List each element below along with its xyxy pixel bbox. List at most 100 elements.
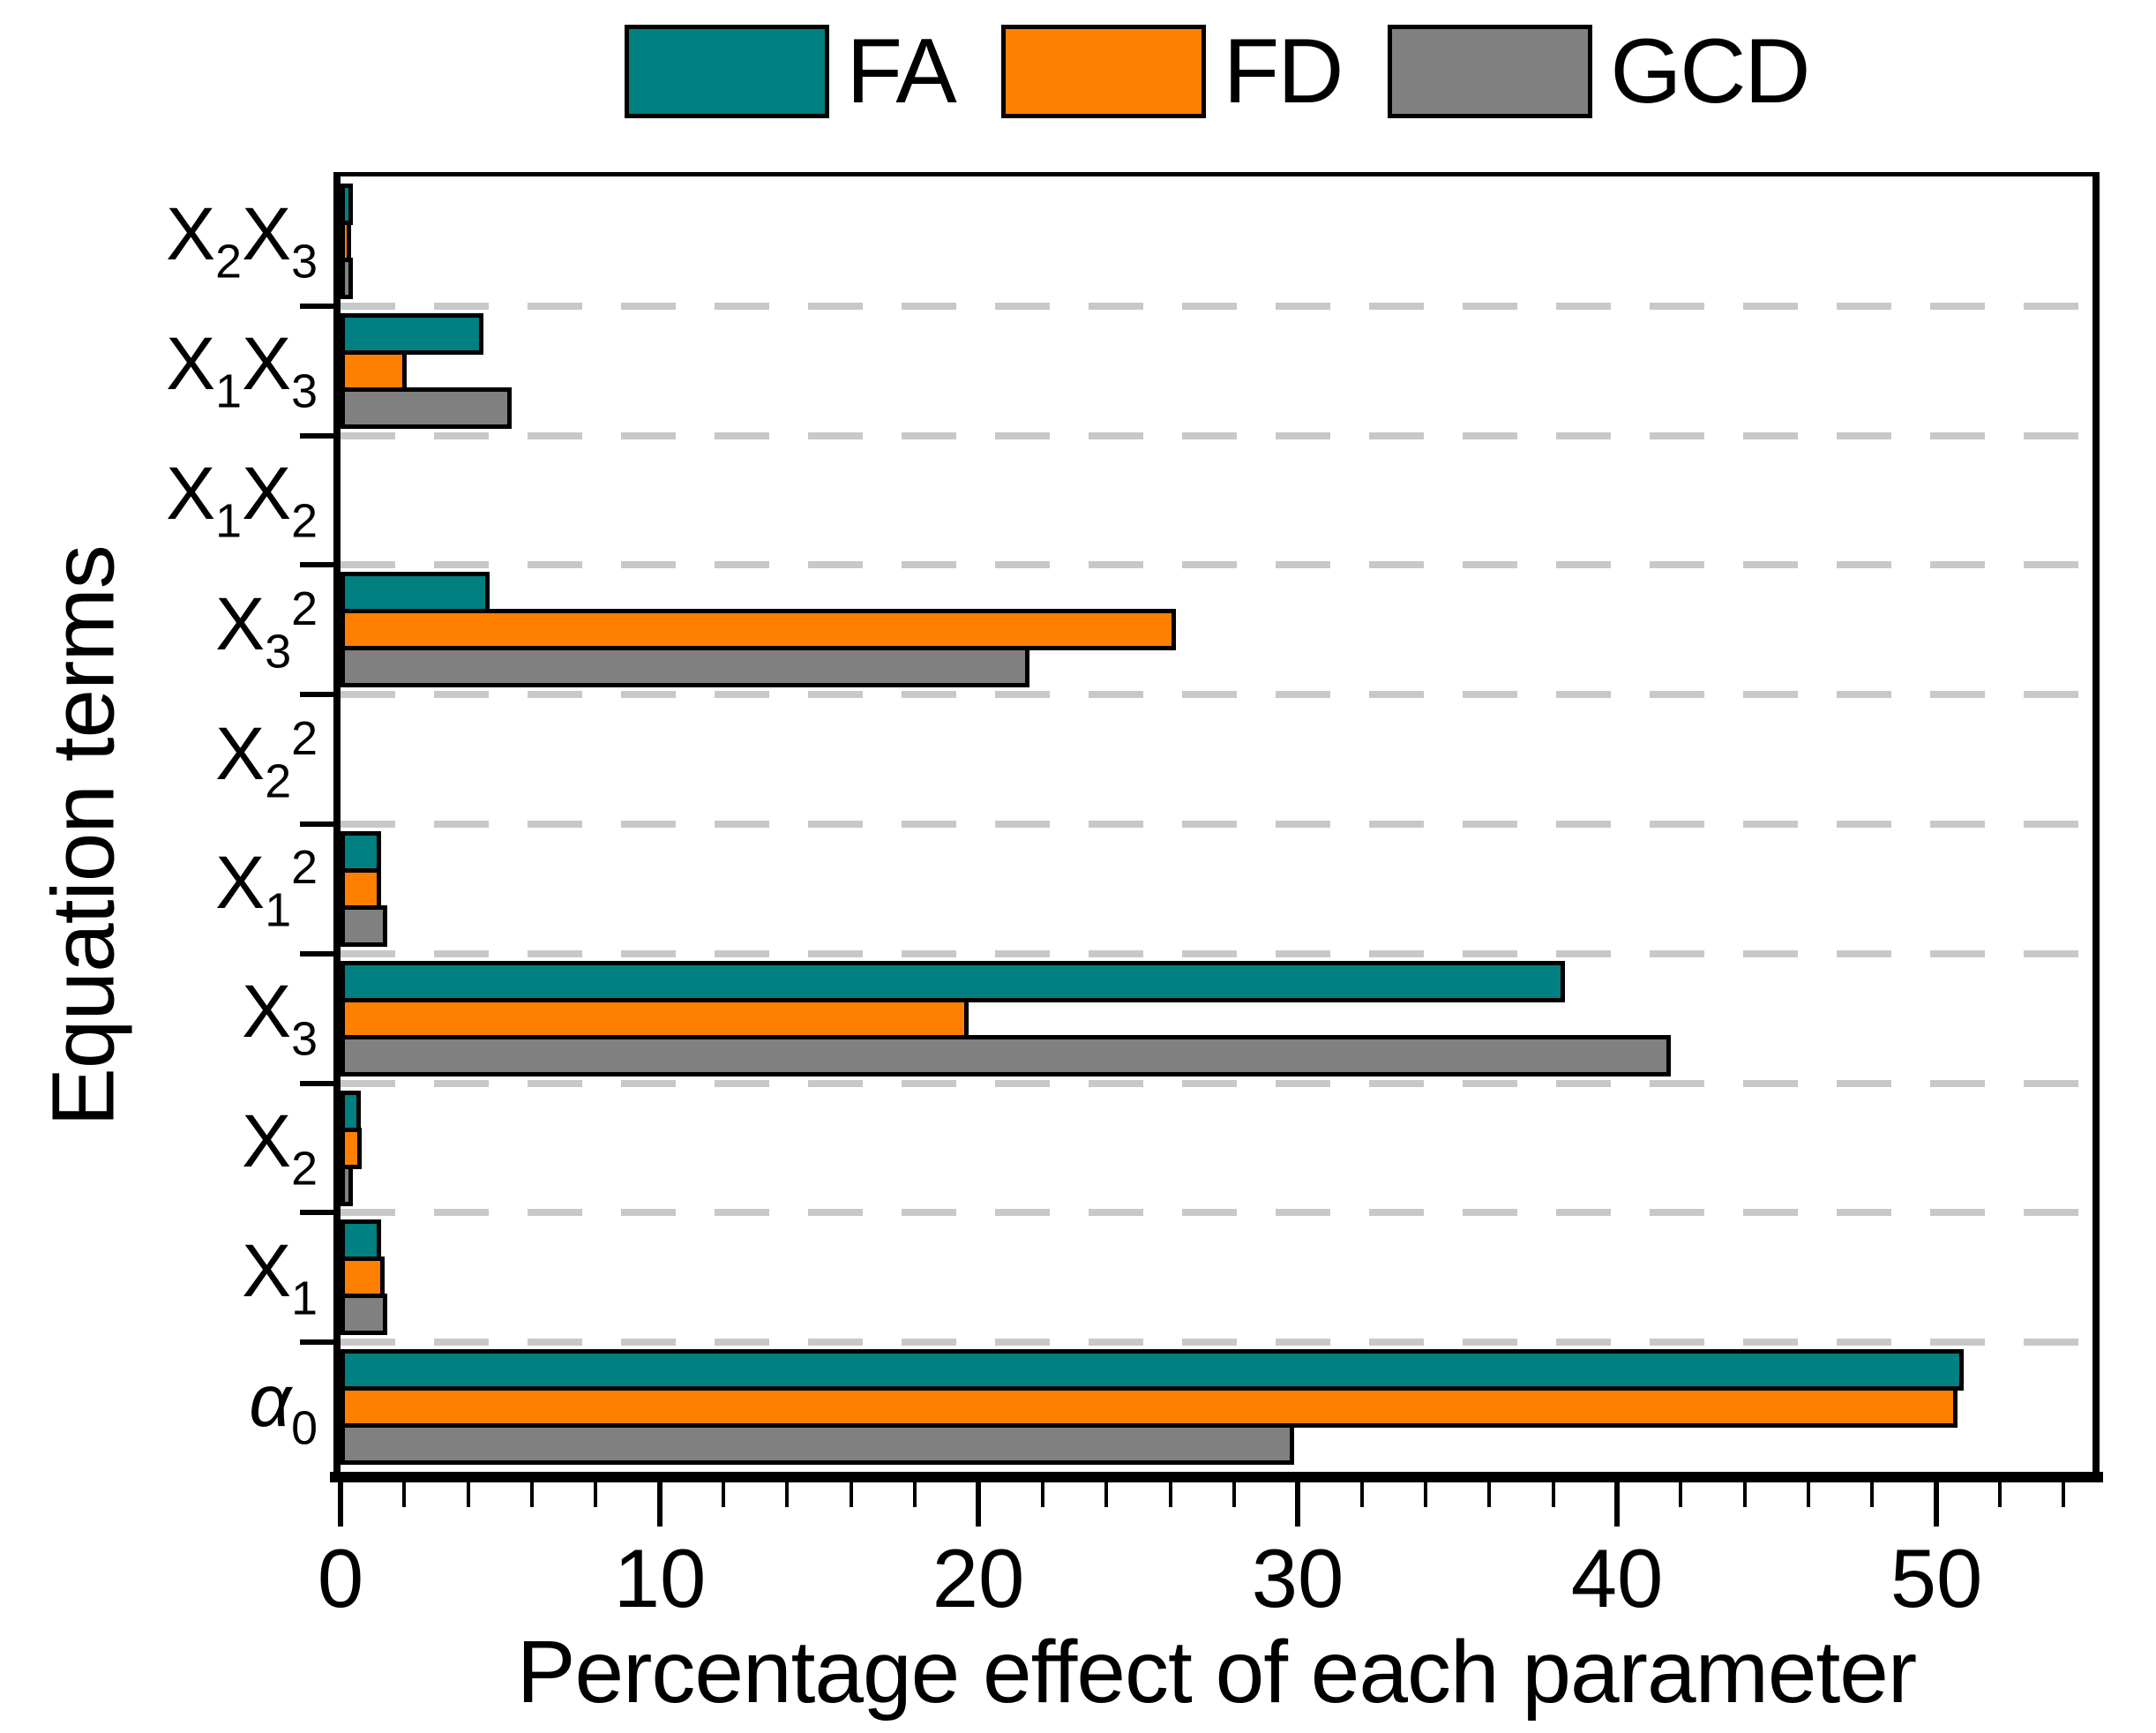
y-axis-boundary-tick <box>300 562 341 567</box>
category-label-part: X <box>166 192 216 275</box>
y-axis-boundary-tick <box>300 821 341 827</box>
bar-FD-X1sq <box>341 868 381 910</box>
bar-FA-X3 <box>341 961 1565 1002</box>
category-label-part: 1 <box>215 494 243 548</box>
category-label-part: 2 <box>291 841 318 894</box>
bar-FA-X2X3 <box>341 184 353 225</box>
band-separator-gridline <box>341 1080 2092 1087</box>
bar-GCD-X1sq <box>341 905 387 947</box>
legend-swatch-FA <box>624 25 829 118</box>
x-major-tick <box>1614 1482 1620 1527</box>
category-label-X1sq: X12 <box>215 844 318 934</box>
category-label-part: 3 <box>265 625 292 679</box>
category-label-X2sq: X22 <box>215 715 318 808</box>
bar-FA-X1sq <box>341 831 381 873</box>
band-separator-gridline <box>341 691 2092 698</box>
category-label-part: 2 <box>215 235 243 289</box>
x-minor-tick <box>1743 1482 1747 1507</box>
bar-FD-alpha0 <box>341 1386 1958 1428</box>
x-minor-tick <box>467 1482 470 1507</box>
bar-FD-X2X3 <box>341 221 351 262</box>
x-tick-label-40: 40 <box>1570 1532 1664 1624</box>
y-axis-title: Equation terms <box>34 545 133 1127</box>
bar-GCD-X3 <box>341 1035 1671 1077</box>
band-separator-gridline <box>341 821 2092 828</box>
category-label-alpha0: α0 <box>249 1363 318 1452</box>
legend-item-FA: FA <box>624 20 957 123</box>
x-minor-tick <box>1679 1482 1682 1507</box>
x-minor-tick <box>594 1482 597 1507</box>
bar-FD-X2 <box>341 1128 362 1169</box>
band-separator-gridline <box>341 1339 2092 1346</box>
x-minor-tick <box>785 1482 789 1507</box>
x-major-tick <box>1934 1482 1939 1527</box>
legend-item-FD: FD <box>1000 25 1344 118</box>
x-minor-tick <box>1807 1482 1810 1507</box>
y-axis-boundary-tick <box>300 1339 341 1345</box>
y-axis-boundary-tick <box>300 433 341 439</box>
category-label-part: 0 <box>291 1401 318 1455</box>
y-axis-boundary-tick <box>300 692 341 697</box>
x-minor-tick <box>1169 1482 1172 1507</box>
legend-label-FA: FA <box>846 20 957 123</box>
x-minor-tick <box>402 1482 406 1507</box>
plot-top-spine <box>333 172 2100 176</box>
bar-GCD-X2 <box>341 1165 353 1206</box>
category-label-X1: X1 <box>242 1234 318 1323</box>
x-minor-tick <box>1870 1482 1874 1507</box>
bar-FA-X2 <box>341 1091 361 1132</box>
bar-FA-X3sq <box>341 572 490 613</box>
bar-FD-X3sq <box>341 609 1176 650</box>
category-label-part: 2 <box>291 494 318 548</box>
band-separator-gridline <box>341 303 2092 310</box>
bar-GCD-alpha0 <box>341 1423 1294 1465</box>
bar-GCD-X1X3 <box>341 387 512 429</box>
x-minor-tick <box>722 1482 725 1507</box>
bar-GCD-X3sq <box>341 646 1029 687</box>
x-tick-label-50: 50 <box>1890 1532 1983 1624</box>
bar-GCD-X2X3 <box>341 258 353 299</box>
category-label-part: X <box>166 322 216 405</box>
category-label-X3: X3 <box>242 974 318 1063</box>
x-minor-tick <box>1998 1482 2002 1507</box>
category-label-part: 2 <box>291 712 318 765</box>
x-minor-tick <box>1041 1482 1044 1507</box>
x-minor-tick <box>2062 1482 2065 1507</box>
bar-GCD-X1 <box>341 1294 387 1335</box>
category-label-X2: X2 <box>242 1104 318 1193</box>
category-label-part: 1 <box>215 364 243 418</box>
bar-FD-X1 <box>341 1257 385 1298</box>
x-minor-tick <box>1487 1482 1491 1507</box>
category-label-X1X3: X1X3 <box>166 326 318 416</box>
category-label-part: X <box>215 840 266 924</box>
y-axis-boundary-tick <box>300 304 341 309</box>
x-major-tick <box>338 1482 343 1527</box>
category-label-part: 1 <box>265 883 292 937</box>
bar-FD-X3 <box>341 998 969 1039</box>
category-label-part: 2 <box>265 754 292 808</box>
bar-FD-X1X3 <box>341 350 407 392</box>
legend-item-GCD: GCD <box>1388 25 1810 118</box>
band-separator-gridline <box>341 950 2092 957</box>
category-label-part: X <box>242 322 292 405</box>
category-label-part: X <box>215 581 266 665</box>
category-label-part: 2 <box>291 582 318 635</box>
category-label-part: X <box>242 1229 292 1312</box>
x-major-tick <box>1295 1482 1300 1527</box>
category-label-X1X2: X1X2 <box>166 456 318 545</box>
x-tick-label-30: 30 <box>1251 1532 1344 1624</box>
x-minor-tick <box>1104 1482 1108 1507</box>
y-axis-boundary-tick <box>300 1081 341 1086</box>
x-major-tick <box>976 1482 981 1527</box>
category-label-part: 3 <box>291 364 318 418</box>
category-label-part: 3 <box>291 1012 318 1066</box>
category-label-part: X <box>242 192 292 275</box>
x-minor-tick <box>1232 1482 1236 1507</box>
category-label-part: 3 <box>291 235 318 289</box>
x-tick-label-0: 0 <box>317 1532 364 1624</box>
plot-right-spine <box>2092 172 2100 1476</box>
category-label-part: X <box>242 1099 292 1182</box>
bar-FA-alpha0 <box>341 1349 1964 1391</box>
category-label-part: 1 <box>291 1272 318 1325</box>
plot-area <box>341 176 2092 1472</box>
